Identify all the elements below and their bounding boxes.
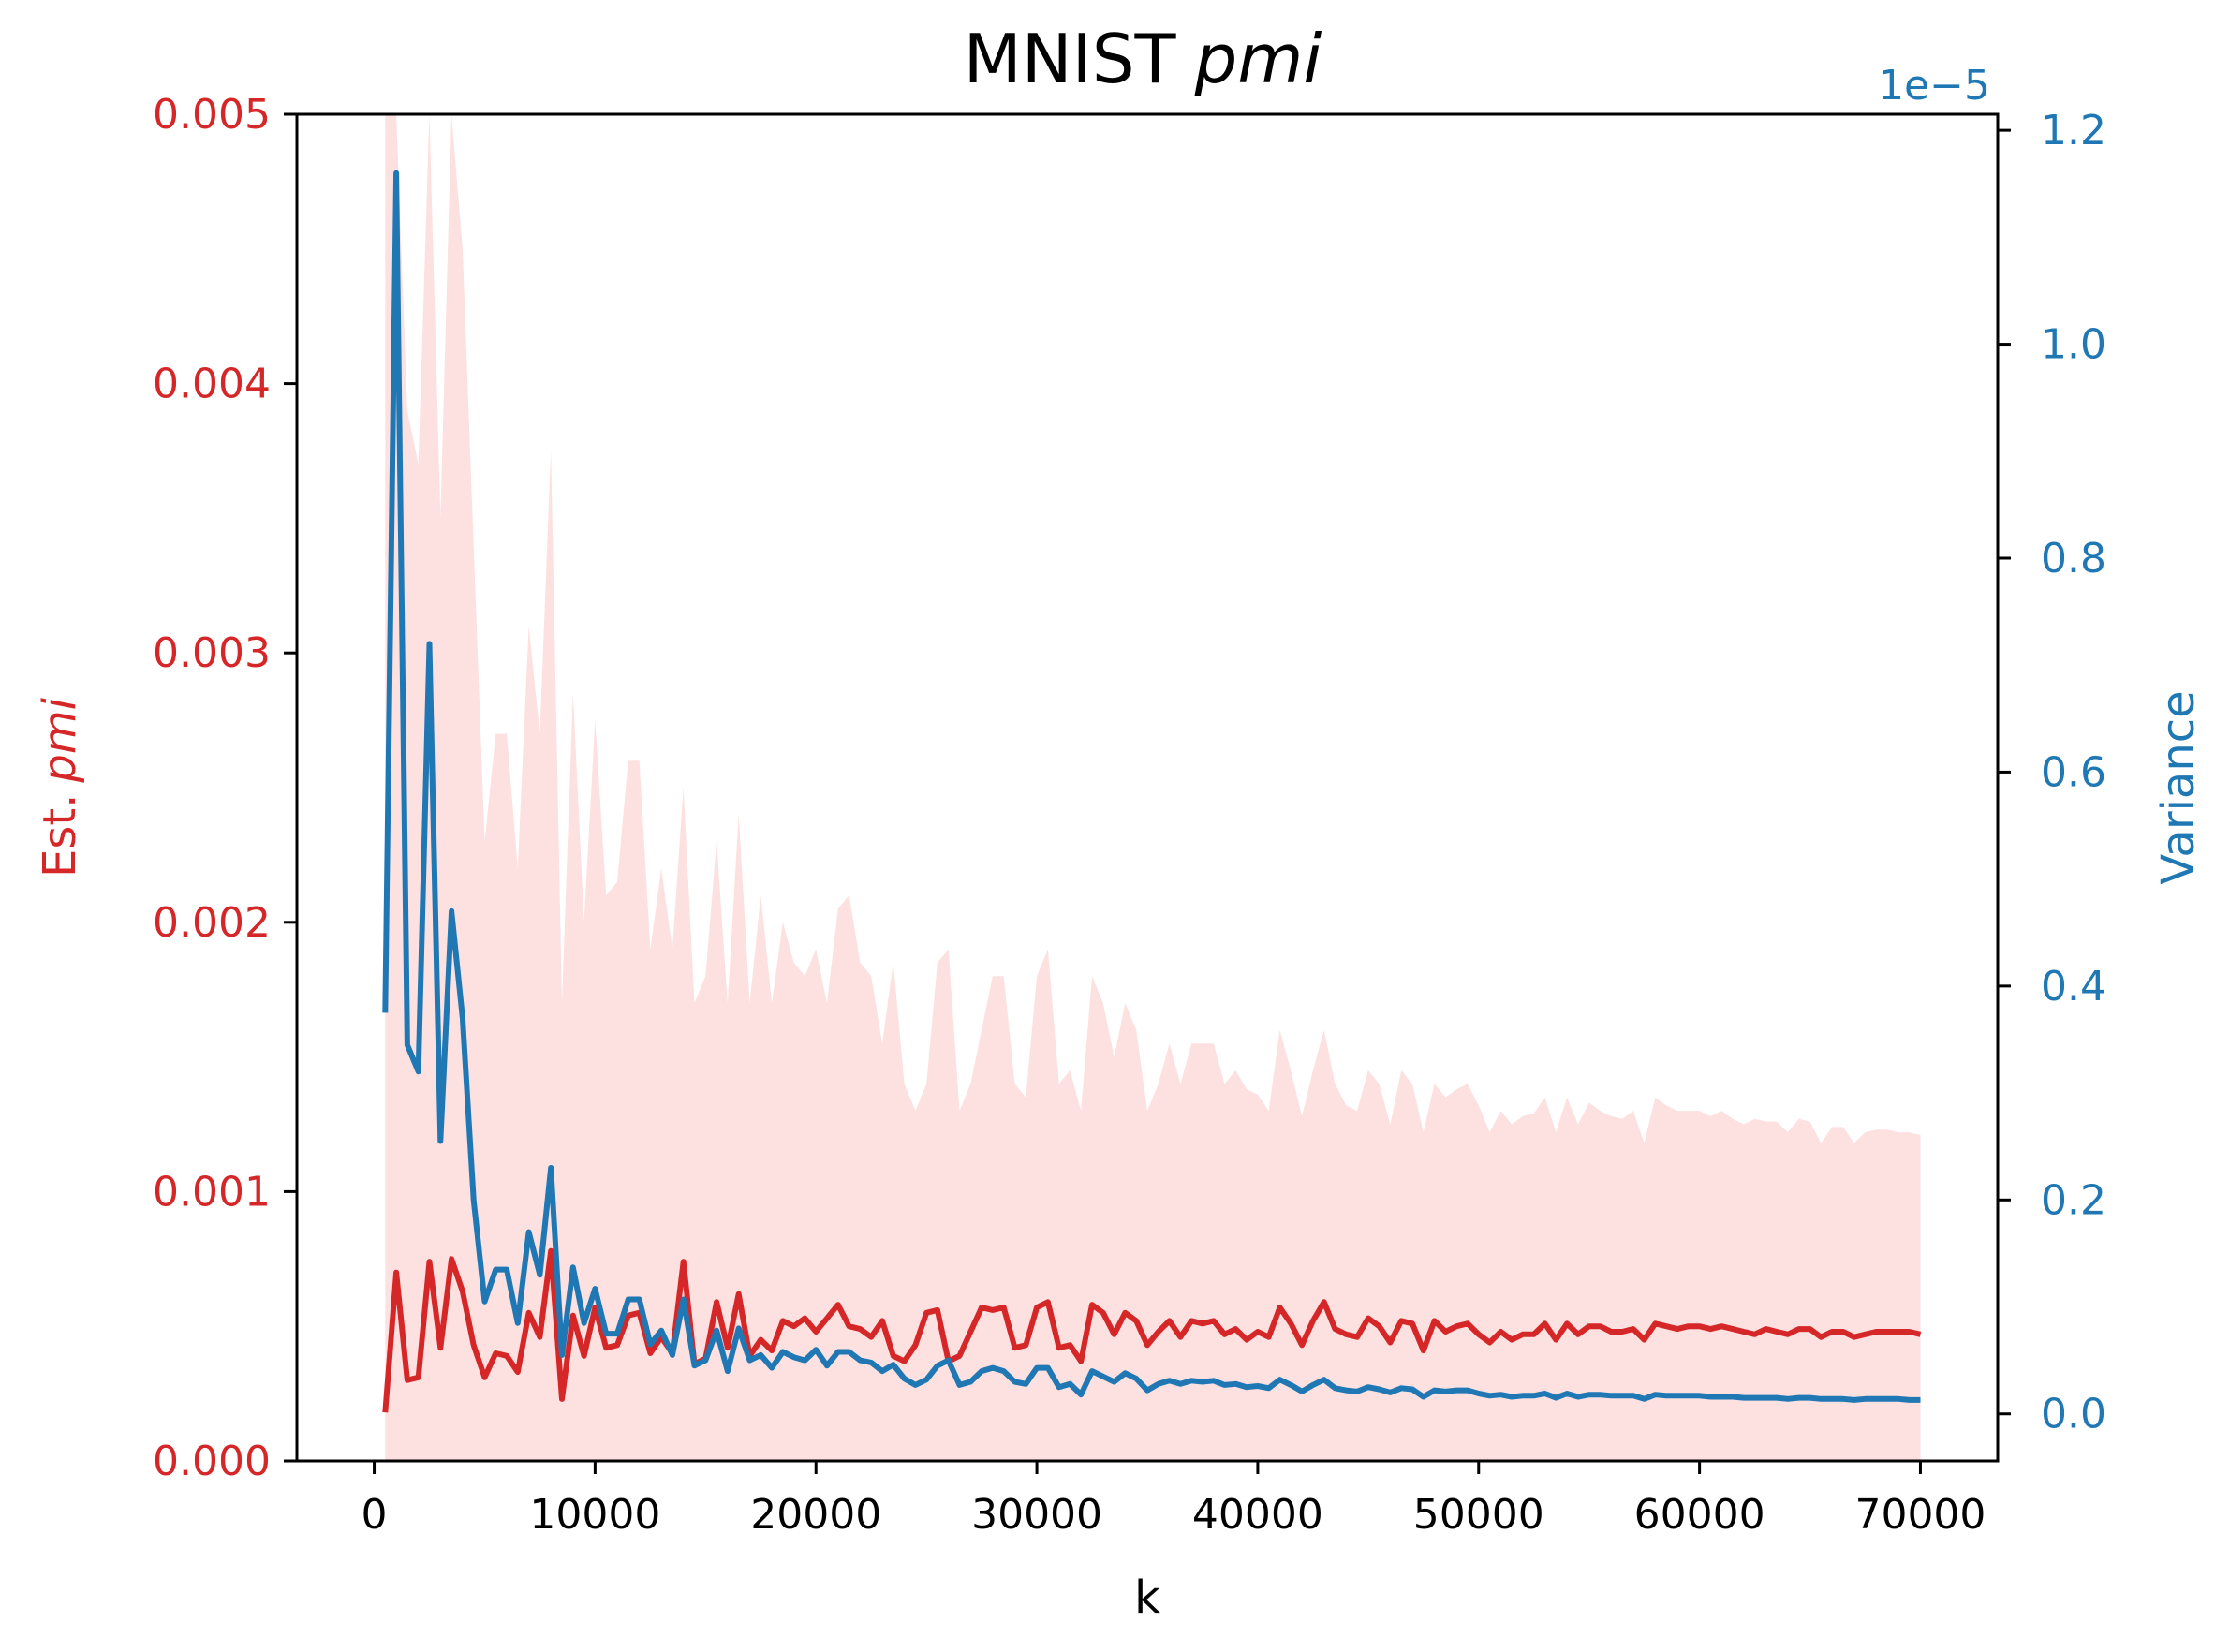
y-left-tick-label: 0.004 xyxy=(153,361,271,408)
y-axis-left-label-main: Est. xyxy=(34,794,86,878)
y-right-tick-label: 0.4 xyxy=(2041,963,2106,1010)
y-axis-right-label: Variance xyxy=(2152,690,2205,884)
x-axis-label: k xyxy=(1134,1571,1160,1624)
x-tick-label: 60000 xyxy=(1634,1491,1765,1539)
series-line-estimate xyxy=(382,1247,1922,1413)
confidence-band-layer xyxy=(385,114,1921,1461)
x-tick-label: 70000 xyxy=(1854,1491,1986,1539)
x-tick-label: 50000 xyxy=(1413,1491,1544,1539)
y-right-tick-label: 0.6 xyxy=(2041,748,2106,796)
y-left-tick-label: 0.005 xyxy=(153,91,271,139)
series-line-layer xyxy=(382,170,1922,1413)
y-right-tick-label: 1.2 xyxy=(2041,107,2106,155)
y-left-tick-label: 0.002 xyxy=(153,899,271,947)
y-right-tick-label: 0.2 xyxy=(2041,1176,2106,1224)
y-left-tick-label: 0.001 xyxy=(153,1168,271,1216)
y-axis-left-label-italic: pmi xyxy=(34,697,86,783)
y-left-tick-label: 0.003 xyxy=(153,629,271,677)
y-right-tick-label: 1.0 xyxy=(2041,321,2106,369)
y-axis-left: 0.000 0.001 0.002 0.003 0.004 0.005 xyxy=(153,91,297,1485)
chart-title: MNIST pmi xyxy=(964,20,1322,98)
y-axis-right: 0.0 0.2 0.4 0.6 0.8 1.0 1.2 xyxy=(1998,107,2106,1438)
y-left-tick-label: 0.000 xyxy=(153,1438,271,1485)
y-axis-right-offset-label: 1e−5 xyxy=(1878,62,1990,110)
x-tick-label: 20000 xyxy=(750,1491,881,1539)
x-tick-label: 40000 xyxy=(1192,1491,1323,1539)
y-right-tick-label: 0.8 xyxy=(2041,535,2106,583)
x-axis: 0 10000 20000 30000 40000 50000 60000 70000 xyxy=(362,1461,1986,1539)
x-tick-label: 30000 xyxy=(971,1491,1102,1539)
series-line-variance xyxy=(382,170,1921,1403)
plot-area-frame xyxy=(295,112,2000,1463)
y-right-tick-label: 0.0 xyxy=(2041,1391,2106,1438)
chart-title-italic: pmi xyxy=(1194,20,1322,98)
y-axis-left-label: Est. pmi xyxy=(34,697,86,878)
x-tick-label: 10000 xyxy=(529,1491,660,1539)
confidence-band xyxy=(385,114,1921,1461)
chart-title-main: MNIST xyxy=(964,20,1177,98)
x-tick-label: 0 xyxy=(362,1491,388,1539)
